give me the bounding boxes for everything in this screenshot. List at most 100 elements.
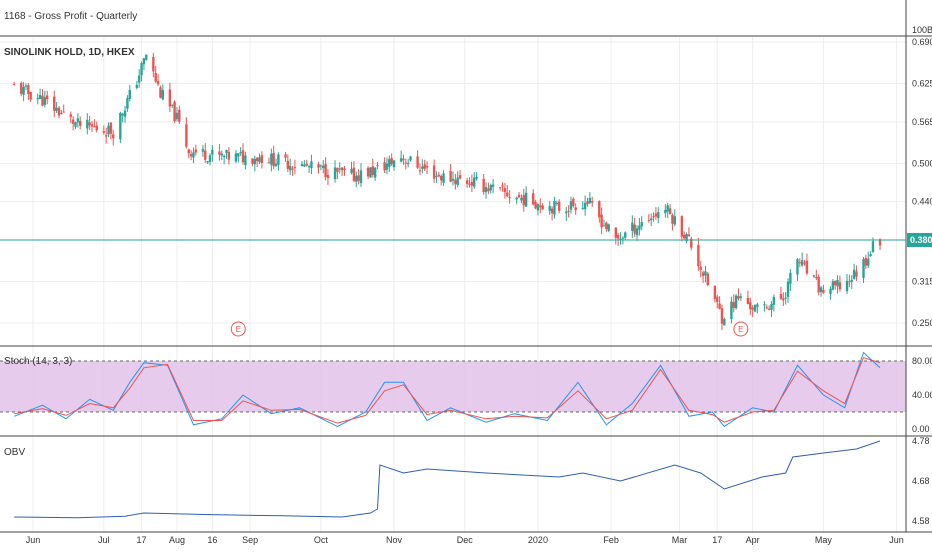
- obv-line: [14, 440, 881, 519]
- candle-body: [192, 152, 195, 158]
- x-tick-label: Jun: [889, 535, 904, 545]
- candle-body: [574, 207, 577, 211]
- candle-body: [208, 155, 212, 162]
- candle-body: [123, 110, 127, 117]
- x-tick-label: Mar: [672, 535, 688, 545]
- x-tick-label: Feb: [603, 535, 619, 545]
- candle-body: [399, 158, 403, 162]
- candle-body: [633, 224, 636, 234]
- x-tick-label: Apr: [746, 535, 760, 545]
- candle-body: [270, 153, 273, 165]
- candle-body: [189, 154, 193, 157]
- candle-body: [71, 119, 75, 124]
- x-tick-label: 16: [207, 535, 217, 545]
- candle-body: [154, 73, 157, 82]
- candle-body: [765, 307, 768, 309]
- candle-body: [307, 166, 311, 168]
- candle-body: [324, 164, 327, 177]
- candle-body: [602, 225, 606, 227]
- candle-body: [437, 174, 441, 177]
- candle-body: [491, 184, 495, 187]
- candle-body: [506, 192, 509, 197]
- candle-body: [88, 122, 91, 126]
- candle-body: [376, 165, 379, 167]
- candle-body: [204, 150, 207, 160]
- candle-body: [168, 89, 172, 107]
- candle-body: [86, 119, 89, 129]
- obv-lines: [14, 440, 881, 519]
- candle-body: [366, 167, 370, 177]
- x-tick-label: Nov: [386, 535, 403, 545]
- candle-body: [784, 297, 787, 299]
- candle-body: [458, 175, 462, 179]
- price-y-tick-label: 0.625: [912, 79, 932, 89]
- candle-body: [812, 275, 816, 277]
- candle-body: [57, 107, 61, 116]
- candle-body: [319, 165, 323, 167]
- candle-body: [581, 207, 584, 209]
- candle-body: [421, 166, 424, 169]
- candle-body: [194, 149, 198, 153]
- candle-body: [126, 98, 129, 109]
- candle-body: [79, 120, 82, 126]
- candle-body: [392, 160, 396, 168]
- candle-body: [24, 85, 28, 87]
- candle-body: [673, 216, 676, 225]
- candle-body: [720, 308, 724, 324]
- candle-body: [683, 234, 686, 239]
- candle-body: [838, 282, 842, 290]
- candle-body: [550, 208, 554, 214]
- price-y-tick-label: 0.440: [912, 197, 932, 207]
- candle-body: [534, 202, 537, 209]
- candle-body: [435, 175, 438, 177]
- candle-body: [390, 158, 393, 165]
- candle-body: [156, 80, 160, 85]
- candle-body: [255, 157, 259, 162]
- candle-body: [272, 152, 275, 167]
- candle-body: [800, 260, 804, 266]
- candle-body: [357, 175, 360, 181]
- candle-body: [253, 158, 257, 165]
- candle-body: [862, 259, 865, 278]
- candle-body: [668, 208, 672, 215]
- candle-body: [850, 279, 853, 282]
- candle-body: [815, 277, 818, 279]
- candle-body: [112, 134, 115, 139]
- candle-body: [355, 175, 358, 182]
- candle-body: [657, 212, 660, 218]
- candle-body: [359, 170, 363, 184]
- candle-body: [175, 112, 179, 120]
- candle-body: [631, 222, 634, 231]
- candle-body: [845, 280, 849, 292]
- candle-body: [600, 214, 603, 228]
- price-y-tick-label: 0.500: [912, 158, 932, 168]
- candle-body: [605, 222, 608, 230]
- candle-body: [152, 56, 155, 72]
- candle-body: [454, 179, 457, 184]
- candle-body: [588, 197, 592, 204]
- candle-body: [187, 149, 190, 154]
- candle-body: [753, 305, 757, 312]
- candle-body: [388, 159, 391, 167]
- stoch-title: Stoch (14, 3, 3): [4, 356, 72, 367]
- candle-body: [416, 156, 419, 168]
- candle-body: [43, 97, 47, 105]
- gross-profit-axis-label: 100B: [912, 25, 932, 35]
- grid-group: [0, 37, 906, 532]
- candle-body: [498, 187, 502, 189]
- candle-body: [45, 95, 49, 100]
- candle-body: [763, 304, 766, 306]
- candle-body: [524, 192, 528, 207]
- candle-body: [93, 126, 96, 128]
- candle-body: [819, 287, 823, 293]
- candle-body: [251, 158, 254, 164]
- stoch-band-group: [0, 360, 906, 413]
- candle-body: [12, 84, 16, 86]
- earnings-marker-label: E: [236, 325, 241, 334]
- candle-body: [173, 101, 176, 122]
- candle-body: [555, 202, 559, 204]
- candle-body: [567, 210, 570, 212]
- candle-body: [284, 154, 287, 158]
- candle-body: [541, 205, 544, 210]
- candle-body: [119, 112, 122, 140]
